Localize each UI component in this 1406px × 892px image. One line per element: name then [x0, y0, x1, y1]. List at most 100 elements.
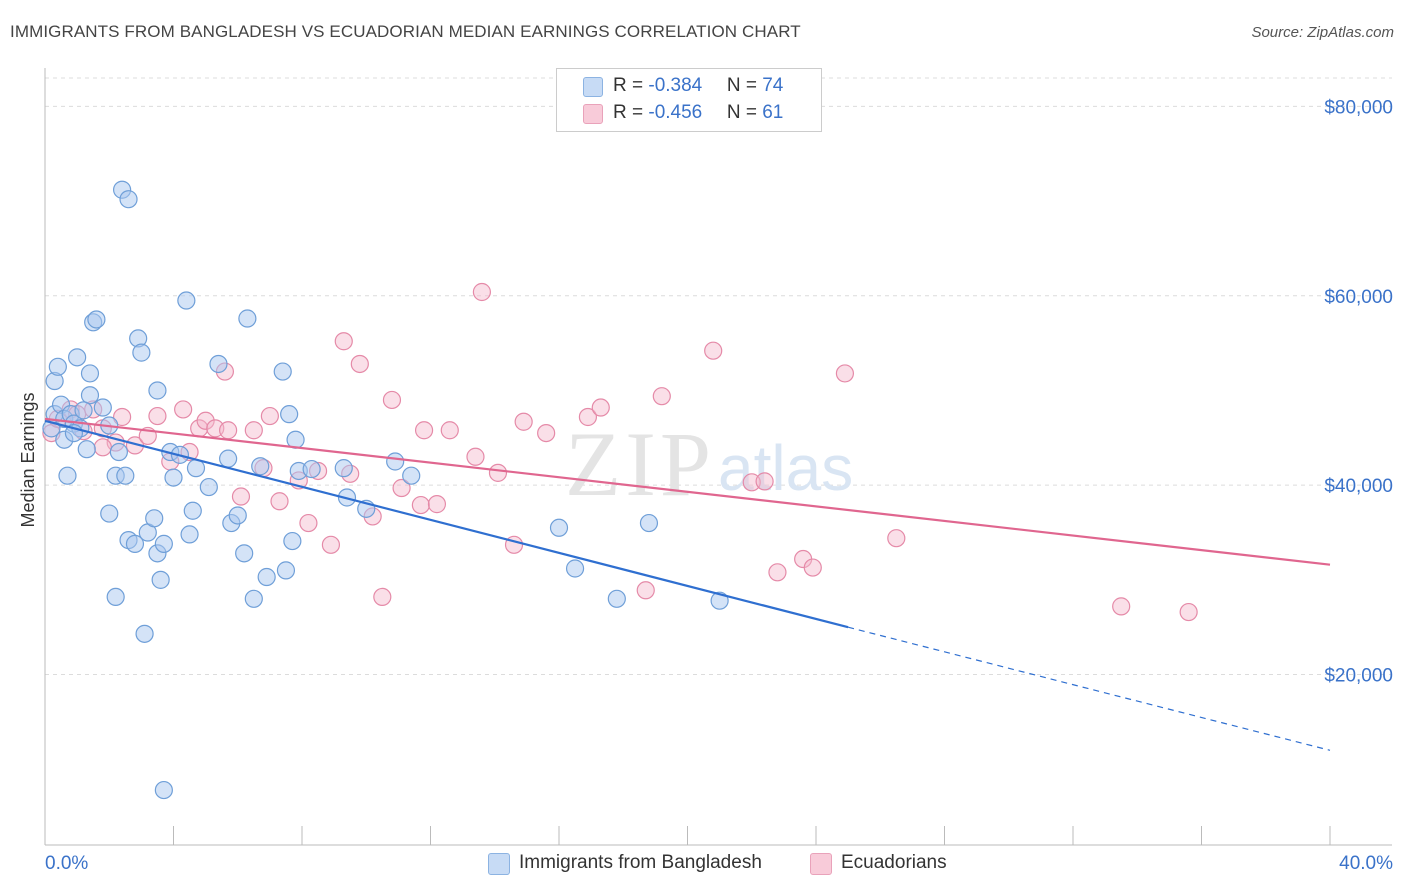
- data-point-ecuadorians: [321, 535, 341, 554]
- data-point-bangladesh: [132, 343, 151, 362]
- data-point-bangladesh: [710, 591, 729, 610]
- data-point-bangladesh: [116, 466, 135, 485]
- data-point-bangladesh: [58, 466, 77, 485]
- data-point-ecuadorians: [334, 332, 353, 351]
- data-point-ecuadorians: [887, 529, 906, 548]
- data-point-ecuadorians: [270, 492, 289, 511]
- data-point-bangladesh: [244, 589, 263, 608]
- data-point-bangladesh: [251, 457, 270, 476]
- data-point-bangladesh: [607, 589, 626, 608]
- chart-title: IMMIGRANTS FROM BANGLADESH VS ECUADORIAN…: [10, 22, 801, 41]
- data-point-ecuadorians: [440, 421, 459, 440]
- data-point-bangladesh: [302, 459, 321, 479]
- data-point-bangladesh: [280, 405, 299, 424]
- legend-r-label: R =: [613, 102, 649, 123]
- data-point-bangladesh: [276, 561, 296, 580]
- data-point-ecuadorians: [382, 390, 402, 410]
- y-tick-label: $40,000: [1324, 476, 1393, 497]
- data-point-bangladesh: [87, 310, 106, 329]
- bottom-legend-swatch-bangladesh: [488, 853, 510, 875]
- grid-lines: [45, 77, 1392, 676]
- data-point-ecuadorians: [427, 495, 447, 514]
- legend-n-label: N =: [726, 102, 763, 123]
- data-point-bangladesh: [273, 362, 292, 381]
- legend-r-value: -0.384: [648, 75, 703, 96]
- data-point-bangladesh: [154, 780, 173, 800]
- data-point-bangladesh: [154, 534, 173, 553]
- data-point-ecuadorians: [591, 398, 610, 417]
- legend-swatch-ecuadorians: [583, 104, 603, 124]
- data-point-bangladesh: [549, 518, 569, 537]
- legend-row-bangladesh: R = -0.384 N = 74: [613, 75, 783, 97]
- data-point-bangladesh: [93, 398, 112, 417]
- data-point-ecuadorians: [219, 421, 238, 440]
- data-point-ecuadorians: [112, 407, 132, 427]
- data-point-bangladesh: [177, 291, 196, 310]
- data-point-ecuadorians: [755, 472, 774, 491]
- trend-line-bangladesh: [44, 419, 849, 629]
- data-point-bangladesh: [164, 468, 183, 487]
- legend-row-ecuadorians: R = -0.456 N = 61: [613, 102, 783, 124]
- data-point-ecuadorians: [411, 495, 430, 515]
- legend-swatch-bangladesh: [583, 77, 603, 97]
- y-tick-label: $20,000: [1324, 666, 1393, 687]
- trend-line-bangladesh-extrapolated: [847, 626, 1331, 751]
- data-point-bangladesh: [235, 544, 254, 563]
- data-point-ecuadorians: [244, 421, 263, 440]
- data-point-ecuadorians: [1112, 597, 1131, 616]
- data-point-ecuadorians: [260, 406, 279, 426]
- data-point-bangladesh: [183, 501, 202, 520]
- trend-line-ecuadorians: [44, 417, 1331, 566]
- data-point-bangladesh: [125, 534, 145, 553]
- data-point-bangladesh: [68, 348, 87, 367]
- data-point-bangladesh: [334, 459, 353, 478]
- data-point-ecuadorians: [636, 581, 655, 600]
- data-point-ecuadorians: [392, 478, 411, 498]
- data-point-ecuadorians: [768, 563, 787, 582]
- y-tick-label: $60,000: [1324, 287, 1393, 308]
- trend-lines: [44, 417, 1331, 751]
- legend-box: R = -0.384 N = 74 R = -0.456 N = 61: [556, 68, 822, 132]
- data-point-bangladesh: [257, 567, 276, 587]
- legend-n-value: 61: [762, 102, 784, 123]
- data-point-ecuadorians: [488, 463, 508, 482]
- bottom-legend-swatch-ecuadorians: [810, 853, 832, 875]
- data-point-ecuadorians: [231, 487, 251, 506]
- data-point-ecuadorians: [537, 423, 556, 443]
- legend-r-label: R =: [613, 75, 649, 96]
- watermark-atlas: atlas: [718, 432, 853, 504]
- data-point-bangladesh: [565, 559, 585, 578]
- data-point-ecuadorians: [742, 473, 761, 492]
- data-point-bangladesh: [402, 466, 421, 485]
- data-point-ecuadorians: [466, 447, 485, 466]
- x-tick-label: 0.0%: [45, 853, 88, 874]
- axis-labels: $20,000 $40,000 $60,000 $80,000 0.0% 40.0% Med…: [18, 97, 1393, 874]
- data-point-bangladesh: [639, 513, 659, 533]
- data-point-bangladesh: [119, 190, 138, 209]
- data-point-ecuadorians: [148, 406, 167, 426]
- x-tick-label: 40.0%: [1339, 853, 1393, 874]
- points-bangladesh: [42, 180, 729, 800]
- data-point-bangladesh: [283, 531, 302, 551]
- y-axis-label: Median Earnings: [18, 392, 38, 527]
- data-point-ecuadorians: [835, 364, 855, 383]
- y-tick-label: $80,000: [1324, 97, 1393, 118]
- data-point-ecuadorians: [803, 558, 822, 577]
- axes: [44, 68, 1392, 846]
- data-point-bangladesh: [80, 364, 100, 383]
- data-point-bangladesh: [109, 442, 128, 462]
- data-point-ecuadorians: [472, 282, 491, 302]
- legend-n-value: 74: [762, 75, 784, 96]
- data-point-bangladesh: [48, 357, 67, 376]
- legend-r-value: -0.456: [648, 102, 703, 123]
- data-point-bangladesh: [199, 477, 218, 497]
- data-point-bangladesh: [106, 587, 125, 607]
- data-point-bangladesh: [77, 440, 96, 459]
- data-point-ecuadorians: [373, 587, 392, 607]
- data-point-bangladesh: [148, 381, 167, 400]
- data-point-bangladesh: [238, 309, 257, 328]
- bottom-legend-bangladesh: Immigrants from Bangladesh: [519, 852, 762, 873]
- watermark-zip: ZIP: [565, 413, 715, 515]
- data-point-bangladesh: [100, 504, 119, 523]
- data-point-ecuadorians: [578, 407, 598, 427]
